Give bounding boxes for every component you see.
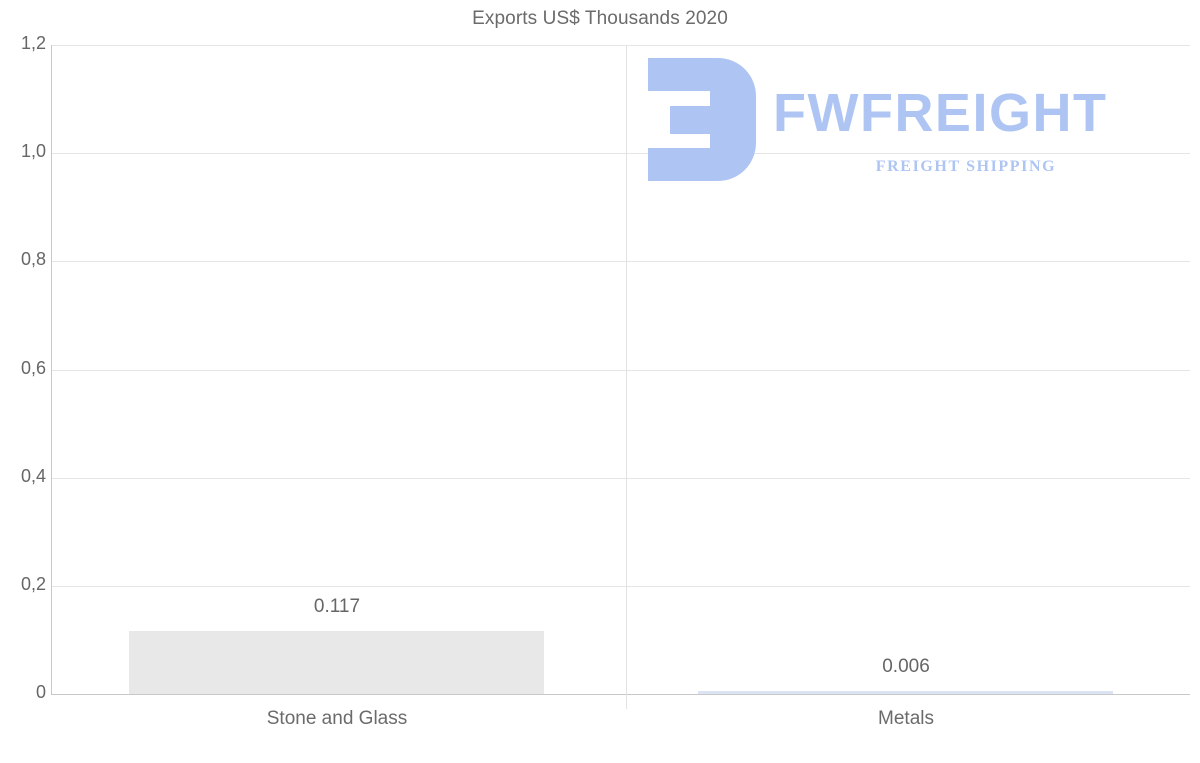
y-axis-tick-label: 0,6 <box>20 358 46 378</box>
gridline <box>52 478 1190 479</box>
y-axis-line <box>51 45 52 695</box>
gridline <box>52 45 1190 46</box>
y-axis-tick-labels: 0 0,2 0,4 0,6 0,8 1,0 1,2 <box>0 33 46 702</box>
y-axis-tick-label: 1,2 <box>20 33 46 53</box>
gridline <box>52 153 1190 154</box>
gridline <box>52 261 1190 262</box>
y-axis-tick-label: 0 <box>35 682 46 702</box>
bar-value-label: 0.006 <box>882 656 930 677</box>
bar[interactable] <box>129 631 544 694</box>
y-axis-tick-label: 1,0 <box>20 141 46 161</box>
bar-value-label: 0.117 <box>313 596 361 617</box>
bar[interactable] <box>698 691 1113 694</box>
category-divider <box>626 45 627 709</box>
plot-area <box>52 45 1190 695</box>
x-axis-category-label: Metals <box>878 708 934 729</box>
gridline <box>52 370 1190 371</box>
x-axis-category-label: Stone and Glass <box>266 708 408 729</box>
y-axis-tick-label: 0,2 <box>20 574 46 594</box>
y-axis-tick-label: 0,4 <box>20 466 46 486</box>
x-axis-baseline <box>52 694 1190 695</box>
y-axis-tick-label: 0,8 <box>20 249 46 269</box>
gridline <box>52 586 1190 587</box>
chart-title: Exports US$ Thousands 2020 <box>472 8 728 29</box>
